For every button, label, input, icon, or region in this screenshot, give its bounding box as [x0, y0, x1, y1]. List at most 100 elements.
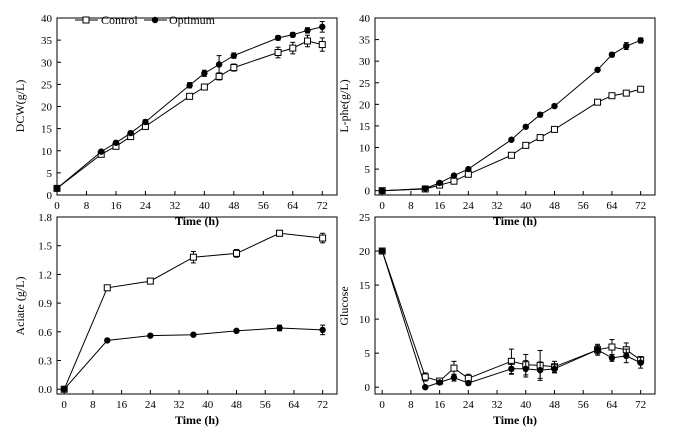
- y-tick-label: 20: [41, 102, 53, 114]
- x-tick-label: 64: [287, 200, 299, 212]
- dcw-panel: 0 8 16 24 32 40 48 56 64 72 0 5 10 15 20 25 30 35 40 Time (…: [13, 13, 338, 228]
- y-tick-label: 30: [359, 56, 371, 68]
- optimum-data-point: [142, 118, 149, 126]
- y-tick-label: 0: [365, 186, 371, 198]
- x-axis-label: Time (h): [175, 413, 219, 427]
- optimum-data-point: [536, 366, 544, 374]
- x-tick-label: 72: [317, 399, 328, 411]
- optimum-data-point: [422, 185, 429, 192]
- control-data-point: [232, 249, 240, 257]
- x-tick-label: 72: [635, 200, 646, 212]
- legend-optimum-marker: [151, 16, 159, 24]
- control-data-point: [507, 151, 515, 159]
- x-tick-label: 32: [492, 200, 503, 212]
- y-axis-label: Glucose: [337, 286, 351, 325]
- x-tick-label: 40: [199, 200, 211, 212]
- y-tick-label: 1.2: [38, 269, 52, 281]
- legend-control-marker: [82, 16, 90, 24]
- optimum-data-point: [436, 379, 443, 386]
- y-tick-label: 40: [41, 13, 53, 25]
- control-data-point: [200, 83, 208, 91]
- optimum-data-point: [104, 337, 111, 344]
- x-tick-label: 24: [140, 200, 152, 212]
- optimum-data-point: [98, 148, 105, 155]
- lphe-panel: 0 8 16 24 32 40 48 56 64 72 0 5 10 15 20 25 30 35 40 Time (…: [337, 13, 656, 228]
- optimum-data-point: [274, 34, 282, 42]
- y-tick-label: 40: [359, 13, 371, 25]
- control-data-point: [536, 134, 544, 142]
- control-data-point: [215, 72, 223, 80]
- plot-frame: [374, 216, 656, 395]
- y-tick-label: 15: [359, 280, 371, 292]
- x-tick-label: 24: [145, 399, 157, 411]
- x-tick-label: 16: [110, 200, 122, 212]
- x-tick-label: 72: [635, 399, 646, 411]
- optimum-data-point: [112, 139, 120, 146]
- optimum-data-point: [450, 172, 458, 179]
- optimum-data-point: [233, 327, 240, 335]
- x-tick-label: 64: [606, 399, 618, 411]
- x-tick-label: 48: [549, 399, 561, 411]
- control-data-point: [637, 85, 645, 93]
- optimum-data-point: [422, 383, 429, 391]
- optimum-data-point: [201, 70, 208, 77]
- optimum-data-point: [608, 51, 616, 58]
- y-tick-label: 25: [359, 78, 371, 90]
- optimum-data-point: [190, 331, 197, 338]
- control-data-point: [289, 44, 297, 52]
- optimum-data-point: [536, 111, 544, 118]
- control-data-point: [304, 37, 312, 45]
- optimum-data-point: [522, 365, 529, 373]
- x-axis-label: Time (h): [175, 214, 219, 228]
- y-tick-label: 5: [365, 348, 371, 360]
- optimum-data-point: [508, 365, 515, 373]
- optimum-data-point: [276, 324, 283, 332]
- x-tick-label: 32: [492, 399, 503, 411]
- control-data-point: [230, 64, 238, 72]
- optimum-data-point: [230, 52, 238, 59]
- y-tick-label: 0.9: [38, 298, 52, 310]
- x-tick-label: 64: [288, 399, 300, 411]
- optimum-series-line: [382, 39, 641, 192]
- x-tick-label: 72: [317, 200, 328, 212]
- x-tick-label: 0: [54, 200, 60, 212]
- x-tick-label: 8: [408, 399, 414, 411]
- x-tick-label: 16: [116, 399, 128, 411]
- x-tick-label: 8: [408, 200, 414, 212]
- y-tick-label: 5: [47, 168, 53, 180]
- plot-frame: [374, 17, 656, 196]
- x-tick-label: 56: [578, 399, 590, 411]
- control-data-point: [186, 92, 194, 100]
- glucose-panel: 0 8 16 24 32 40 48 56 64 72 0 5 10 15 20 25 Time (h) Gluc…: [337, 212, 656, 427]
- x-tick-label: 32: [174, 399, 185, 411]
- optimum-data-point: [450, 374, 458, 381]
- control-data-point: [146, 277, 154, 285]
- optimum-data-point: [147, 332, 154, 339]
- x-tick-label: 0: [379, 399, 385, 411]
- optimum-data-point: [465, 379, 472, 387]
- x-tick-label: 24: [463, 399, 475, 411]
- optimum-data-point: [378, 247, 386, 255]
- y-tick-label: 0: [365, 382, 371, 394]
- optimum-data-point: [127, 129, 134, 137]
- control-data-point: [318, 41, 326, 49]
- optimum-data-point: [551, 365, 558, 373]
- x-tick-label: 56: [260, 399, 272, 411]
- optimum-data-point: [551, 102, 558, 110]
- control-data-point: [319, 234, 327, 242]
- plot-frame: [56, 216, 338, 395]
- x-tick-label: 56: [258, 200, 270, 212]
- legend-control-label: Control: [101, 13, 138, 27]
- optimum-data-point: [378, 187, 386, 194]
- optimum-data-point: [508, 136, 515, 143]
- control-data-point: [189, 253, 197, 261]
- control-data-point: [274, 49, 282, 57]
- y-tick-label: 25: [359, 212, 371, 224]
- acetate-panel: 0 8 16 24 32 40 48 56 64 72 0.0 0.3 0.6 0.9 1.2 1.5 1.8 T…: [13, 212, 338, 427]
- control-data-point: [550, 125, 558, 133]
- control-data-point: [608, 343, 616, 351]
- x-tick-label: 56: [578, 200, 590, 212]
- x-tick-label: 24: [463, 200, 475, 212]
- y-tick-label: 0: [47, 190, 53, 202]
